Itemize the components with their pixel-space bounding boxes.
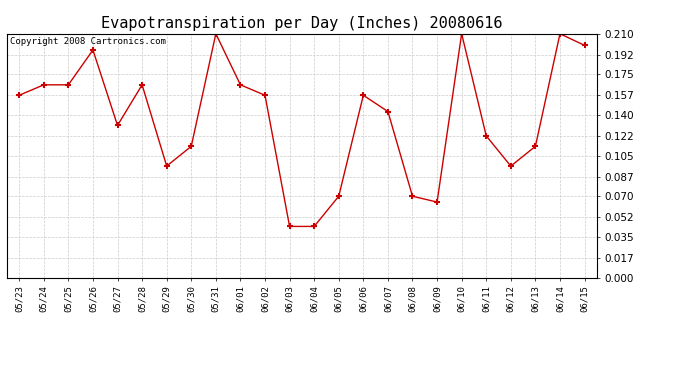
- Title: Evapotranspiration per Day (Inches) 20080616: Evapotranspiration per Day (Inches) 2008…: [101, 16, 502, 31]
- Text: Copyright 2008 Cartronics.com: Copyright 2008 Cartronics.com: [10, 38, 166, 46]
